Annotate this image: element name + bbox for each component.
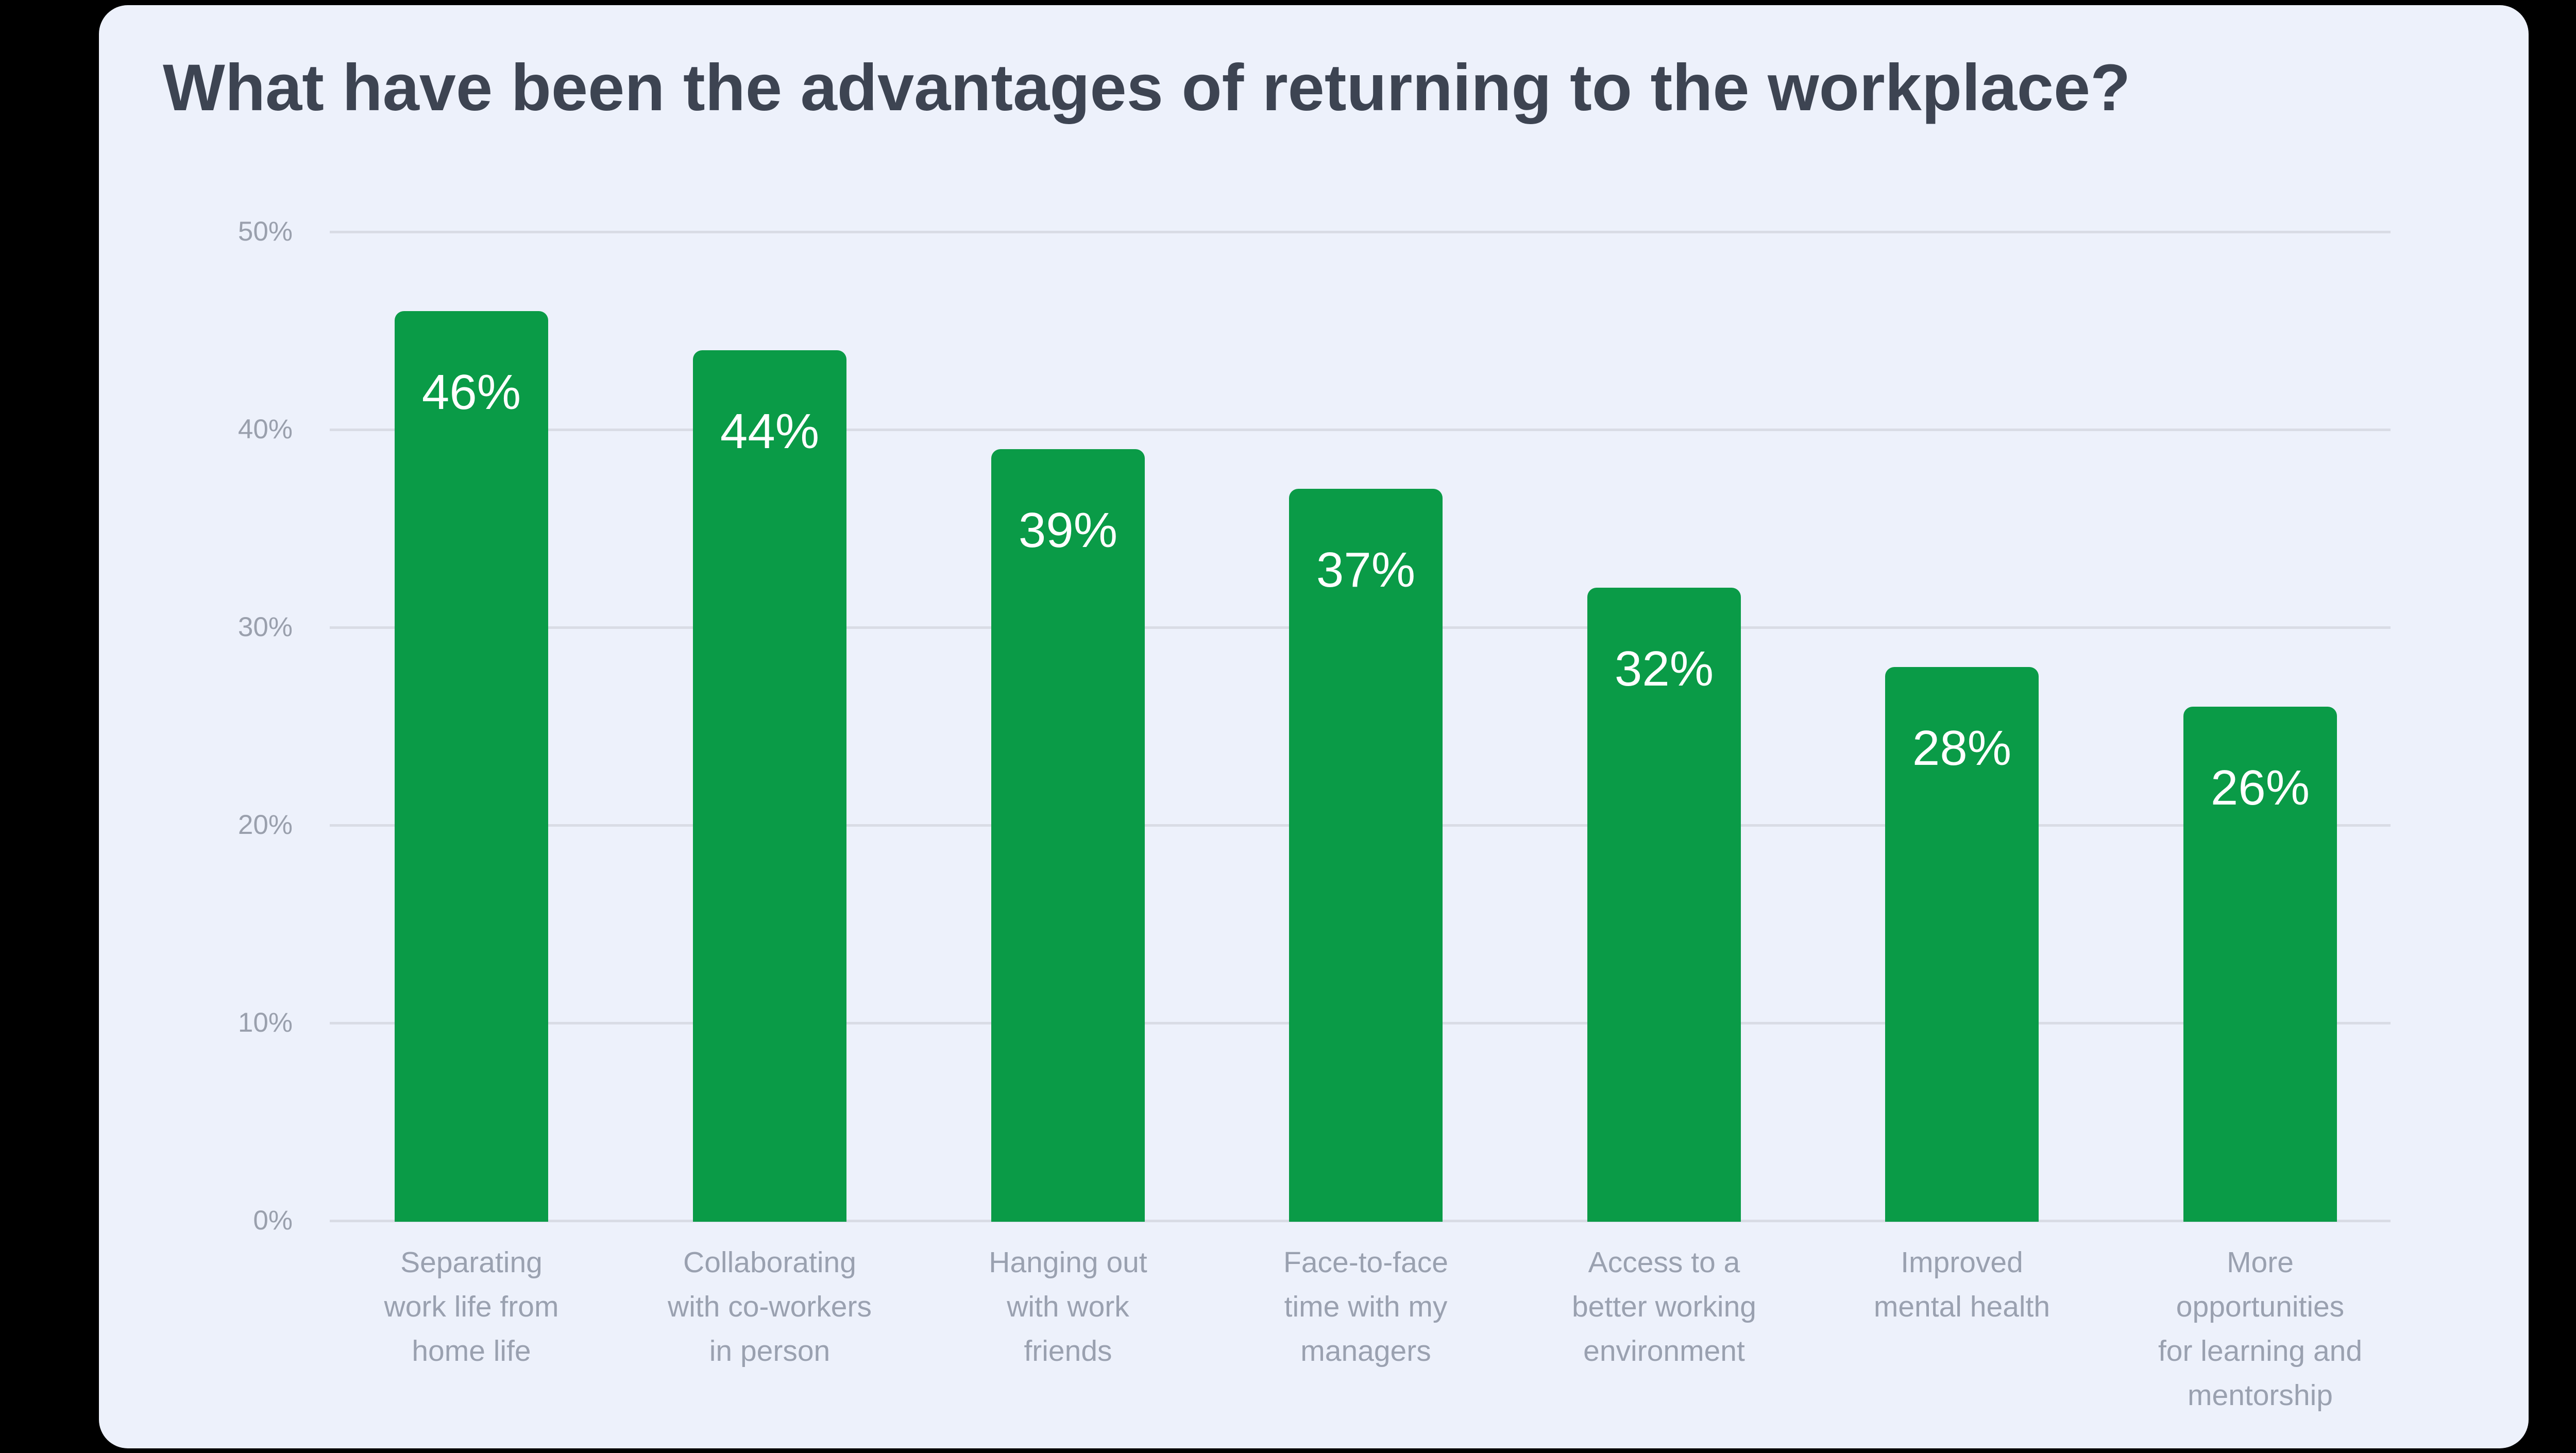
- bar-value-label: 39%: [1018, 503, 1118, 558]
- y-axis-tick-label: 0%: [253, 1205, 293, 1236]
- category-label-line: friends: [1024, 1335, 1112, 1367]
- x-axis-category-label: Hanging out with work friends: [913, 1240, 1223, 1373]
- category-label-line: opportunities: [2176, 1290, 2345, 1323]
- bar-6: 28%: [1885, 667, 2039, 1222]
- y-axis-tick-label: 20%: [238, 810, 293, 840]
- category-label-line: Collaborating: [683, 1246, 856, 1279]
- bar-3: 39%: [991, 449, 1145, 1222]
- y-axis-tick-label: 50%: [238, 216, 293, 247]
- category-label-line: time with my: [1284, 1290, 1448, 1323]
- bar-5: 32%: [1587, 588, 1741, 1222]
- category-label-line: Improved: [1901, 1246, 2023, 1279]
- category-label-line: Access to a: [1588, 1246, 1740, 1279]
- x-axis-category-label: Face-to-face time with my managers: [1211, 1240, 1520, 1373]
- bar-4: 37%: [1289, 489, 1443, 1222]
- category-label-line: managers: [1300, 1335, 1431, 1367]
- x-axis-category-label: Improved mental health: [1807, 1240, 2116, 1329]
- bar-value-label: 44%: [720, 404, 820, 459]
- bar-value-label: 28%: [1912, 721, 2012, 776]
- category-label-line: home life: [412, 1335, 531, 1367]
- category-label-line: More: [2227, 1246, 2294, 1279]
- bar-7: 26%: [2183, 707, 2337, 1222]
- category-label-line: in person: [709, 1335, 831, 1367]
- bar-1: 46%: [395, 311, 548, 1222]
- gridline-50: [330, 231, 2391, 233]
- y-axis-tick-label: 40%: [238, 414, 293, 445]
- x-axis-category-label: More opportunities for learning and mentors…: [2106, 1240, 2415, 1417]
- category-label-line: Face-to-face: [1283, 1246, 1448, 1279]
- category-label-line: mental health: [1873, 1290, 2050, 1323]
- gridline-40: [330, 429, 2391, 431]
- bar-value-label: 37%: [1316, 542, 1416, 597]
- category-label-line: with co-workers: [668, 1290, 872, 1323]
- category-label-line: Hanging out: [989, 1246, 1147, 1279]
- bar-value-label: 32%: [1614, 641, 1714, 696]
- y-axis-tick-label: 30%: [238, 612, 293, 642]
- bar-value-label: 46%: [421, 365, 521, 420]
- bar-2: 44%: [693, 350, 846, 1222]
- x-axis-category-label: Collaborating with co-workers in person: [615, 1240, 924, 1373]
- category-label-line: work life from: [384, 1290, 559, 1323]
- category-label-line: environment: [1583, 1335, 1745, 1367]
- category-label-line: for learning and: [2158, 1335, 2363, 1367]
- x-axis-category-label: Separating work life from home life: [317, 1240, 626, 1373]
- x-axis-category-label: Access to a better working environment: [1510, 1240, 1819, 1373]
- category-label-line: mentorship: [2188, 1379, 2333, 1412]
- category-label-line: better working: [1571, 1290, 1756, 1323]
- category-label-line: with work: [1007, 1290, 1129, 1323]
- chart-title: What have been the advantages of returni…: [163, 51, 2131, 125]
- category-label-line: Separating: [400, 1246, 543, 1279]
- y-axis-tick-label: 10%: [238, 1007, 293, 1038]
- bar-value-label: 26%: [2210, 760, 2310, 815]
